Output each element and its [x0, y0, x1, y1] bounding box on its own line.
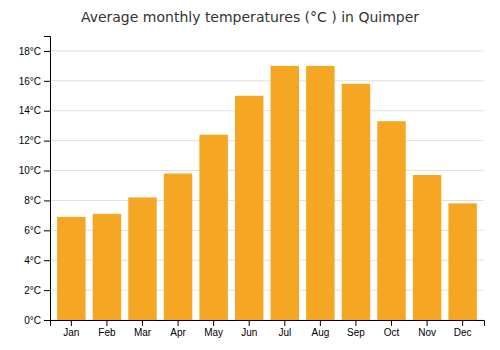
grid-line — [50, 140, 484, 141]
tick-label: Jan — [63, 327, 79, 338]
axis-line — [51, 321, 485, 327]
tick-mark — [44, 290, 50, 291]
tick-label: Feb — [98, 327, 116, 338]
grid — [50, 51, 484, 320]
bar — [413, 175, 441, 320]
tick: 14°C — [19, 105, 50, 116]
tick: 6°C — [24, 225, 50, 236]
tick-mark — [44, 260, 50, 261]
bar — [377, 121, 405, 320]
tick-mark — [44, 200, 50, 201]
tick-mark — [391, 320, 392, 326]
tick-mark — [44, 51, 50, 52]
tick: Mar — [134, 320, 152, 338]
tick-label: Apr — [170, 327, 186, 338]
tick-label: Jun — [241, 327, 257, 338]
tick-mark — [44, 141, 50, 142]
bar — [57, 217, 85, 320]
tick-mark — [44, 171, 50, 172]
tick-label: 8°C — [24, 195, 41, 206]
bar — [164, 174, 192, 320]
tick-mark — [213, 320, 214, 326]
tick-mark — [178, 320, 179, 326]
tick: 18°C — [19, 46, 50, 57]
tick: Dec — [454, 320, 472, 338]
bar — [93, 214, 121, 320]
tick-mark — [44, 81, 50, 82]
x-axis: Jan Feb Mar Apr May Jun Jul Aug Sep Oct Nov Dec — [51, 320, 485, 338]
tick-mark — [106, 320, 107, 326]
bar — [271, 66, 299, 320]
bar — [448, 203, 476, 320]
tick: Aug — [311, 320, 329, 338]
plot: 0°C 2°C 4°C 6°C 8°C 10°C 12°C 14°C 16°C 18°C Jan Fe… — [19, 37, 485, 339]
tick: Jan — [63, 320, 79, 338]
bar — [306, 66, 334, 320]
tick-label: May — [204, 327, 223, 338]
tick-label: 14°C — [19, 105, 41, 116]
tick-label: 10°C — [19, 165, 41, 176]
tick-mark — [427, 320, 428, 326]
tick: 2°C — [24, 285, 50, 296]
tick-label: 12°C — [19, 135, 41, 146]
tick-label: 16°C — [19, 76, 41, 87]
bar — [128, 197, 156, 320]
grid-line — [50, 50, 484, 51]
bar — [342, 84, 370, 320]
tick-label: 2°C — [24, 285, 41, 296]
axis-line — [44, 37, 51, 321]
tick-label: 4°C — [24, 255, 41, 266]
tick-mark — [71, 320, 72, 326]
tick-mark — [44, 111, 50, 112]
tick-label: 18°C — [19, 46, 41, 57]
bars — [57, 66, 477, 320]
tick-label: 0°C — [24, 315, 41, 326]
tick: Sep — [347, 320, 365, 338]
tick-label: Jul — [278, 327, 291, 338]
tick: Nov — [418, 320, 436, 338]
tick: 10°C — [19, 165, 50, 176]
tick-label: Nov — [418, 327, 436, 338]
tick-mark — [44, 230, 50, 231]
tick: 16°C — [19, 76, 50, 87]
tick: 4°C — [24, 255, 50, 266]
tick: 0°C — [24, 315, 50, 326]
bar — [199, 135, 227, 320]
grid-line — [50, 110, 484, 111]
tick: Oct — [384, 320, 400, 338]
tick: 8°C — [24, 195, 50, 206]
bar — [235, 96, 263, 320]
grid-line — [50, 170, 484, 171]
tick: 12°C — [19, 135, 50, 146]
tick-label: Mar — [134, 327, 152, 338]
y-axis: 0°C 2°C 4°C 6°C 8°C 10°C 12°C 14°C 16°C 18°C — [19, 37, 51, 326]
tick: Apr — [170, 320, 186, 338]
tick-mark — [320, 320, 321, 326]
tick-mark — [462, 320, 463, 326]
tick-label: Oct — [384, 327, 400, 338]
title: Average monthly temperatures (°C ) in Qu… — [81, 9, 419, 25]
tick-mark — [284, 320, 285, 326]
tick-label: Aug — [311, 327, 329, 338]
chart: 0°C 2°C 4°C 6°C 8°C 10°C 12°C 14°C 16°C 18°C Jan Fe… — [0, 0, 500, 350]
tick: Jun — [241, 320, 257, 338]
tick: Feb — [98, 320, 116, 338]
tick-mark — [44, 320, 50, 321]
tick-mark — [355, 320, 356, 326]
tick-label: 6°C — [24, 225, 41, 236]
tick-mark — [249, 320, 250, 326]
tick-mark — [142, 320, 143, 326]
tick: May — [204, 320, 223, 338]
grid-line — [50, 80, 484, 81]
tick-label: Sep — [347, 327, 365, 338]
tick: Jul — [278, 320, 291, 338]
tick-label: Dec — [454, 327, 472, 338]
